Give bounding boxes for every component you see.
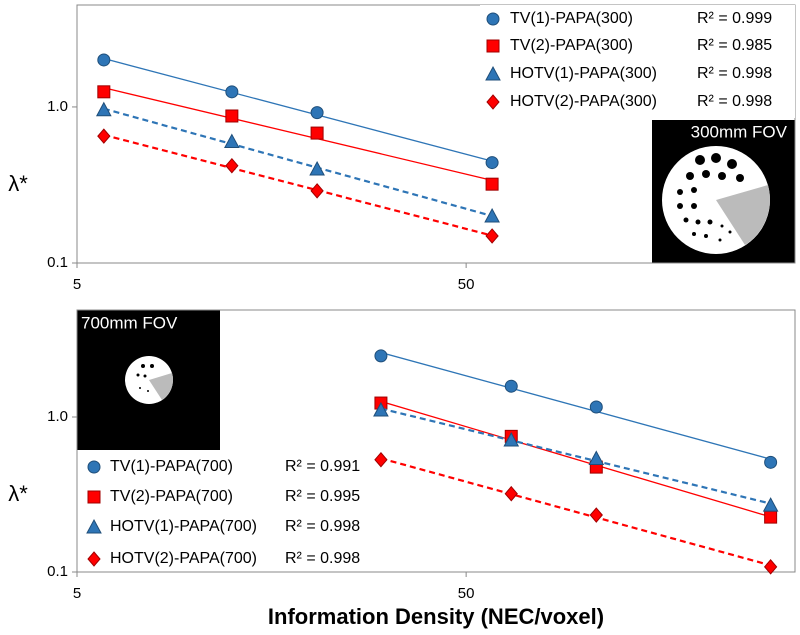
marker — [484, 207, 500, 223]
trendline — [380, 457, 771, 567]
panel: 5 50 0.1 1.0 λ* 300mm FOV TV(1)-PAPA(300) R² = … — [8, 4, 796, 293]
marker — [764, 510, 778, 524]
legend-box — [480, 5, 795, 118]
marker — [503, 431, 520, 447]
legend-box — [80, 452, 380, 570]
y-tick-label: 0.1 — [47, 563, 68, 580]
y-tick-label: 0.1 — [47, 254, 68, 271]
marker — [589, 400, 603, 414]
r2-label: R² = 0.995 — [285, 488, 360, 505]
plot-frame — [76, 309, 796, 573]
r2-label: R² = 0.998 — [697, 93, 772, 110]
marker — [310, 183, 324, 199]
marker — [310, 126, 324, 140]
marker — [374, 349, 388, 363]
legend-label: TV(1)-PAPA(300) — [510, 10, 633, 27]
legend-label: TV(2)-PAPA(300) — [510, 37, 633, 54]
trendline — [380, 400, 771, 518]
inset-label: 300mm FOV — [691, 122, 788, 141]
marker — [485, 228, 499, 244]
inset-300 — [652, 120, 795, 263]
legend-label: HOTV(2)-PAPA(700) — [110, 550, 257, 567]
marker — [763, 559, 778, 575]
r2-label: R² = 0.998 — [285, 550, 360, 567]
marker — [485, 177, 499, 191]
y-axis-label: λ* — [8, 481, 28, 506]
marker — [486, 12, 500, 26]
marker — [225, 157, 239, 174]
marker — [225, 85, 239, 99]
inset-700 — [77, 310, 220, 450]
marker — [97, 53, 111, 67]
legend-label: TV(2)-PAPA(700) — [110, 488, 233, 505]
legend-label: TV(1)-PAPA(700) — [110, 458, 233, 475]
r2-label: R² = 0.985 — [697, 37, 772, 54]
legend-label: HOTV(2)-PAPA(300) — [510, 93, 657, 110]
r2-label: R² = 0.998 — [697, 65, 772, 82]
marker — [764, 455, 778, 469]
marker — [373, 401, 389, 417]
marker — [97, 128, 111, 144]
y-tick-label: 1.0 — [47, 408, 68, 425]
plot-frame — [76, 4, 796, 264]
marker — [374, 451, 388, 468]
trendline — [103, 57, 493, 162]
r2-label: R² = 0.991 — [285, 458, 360, 475]
panel: 5 50 0.1 1.0 λ* Information Density (NEC/voxe… — [8, 309, 796, 629]
marker — [310, 106, 324, 120]
marker — [762, 497, 779, 512]
x-tick-label: 5 — [73, 585, 81, 602]
trendline — [103, 107, 493, 218]
marker — [485, 65, 501, 81]
inset-label: 700mm FOV — [81, 313, 178, 332]
marker — [309, 160, 325, 176]
trendline — [380, 351, 771, 460]
marker — [486, 94, 500, 110]
trendline — [103, 133, 493, 237]
r2-label: R² = 0.998 — [285, 518, 360, 535]
marker — [225, 109, 239, 123]
marker — [95, 101, 112, 117]
trendline — [380, 407, 771, 505]
r2-label: R² = 0.999 — [697, 10, 772, 27]
marker — [486, 39, 500, 53]
marker — [224, 133, 240, 149]
marker — [87, 551, 101, 567]
marker — [87, 460, 101, 474]
trendline — [103, 87, 493, 181]
x-axis-label: Information Density (NEC/voxel) — [268, 604, 604, 629]
y-tick-label: 1.0 — [47, 98, 68, 115]
marker — [589, 507, 603, 523]
marker — [504, 379, 518, 393]
marker — [97, 85, 111, 99]
x-tick-label: 5 — [73, 276, 81, 293]
marker — [87, 490, 101, 504]
marker — [485, 156, 499, 170]
marker — [504, 485, 518, 502]
marker — [588, 450, 605, 465]
legend-label: HOTV(1)-PAPA(300) — [510, 65, 657, 82]
x-tick-label: 50 — [458, 585, 475, 602]
marker — [86, 518, 102, 534]
x-tick-label: 50 — [458, 276, 475, 293]
legend-label: HOTV(1)-PAPA(700) — [110, 518, 257, 535]
y-axis-label: λ* — [8, 171, 28, 196]
